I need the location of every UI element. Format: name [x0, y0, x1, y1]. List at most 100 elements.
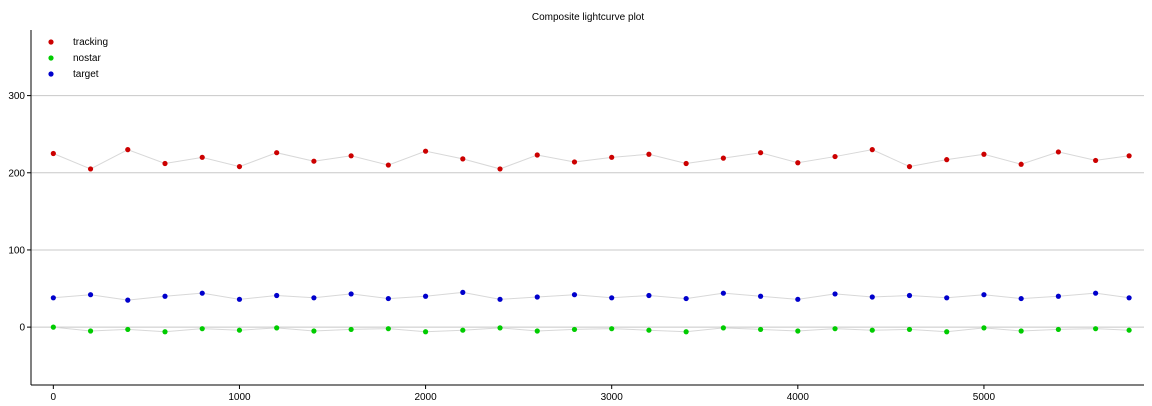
point-nostar-19	[757, 326, 764, 333]
series-line-target	[53, 291, 1130, 301]
point-nostar-23	[906, 326, 913, 333]
point-tracking-12	[497, 166, 503, 172]
data-series	[50, 147, 1132, 335]
point-target-11	[460, 289, 466, 295]
chart-title: Composite lightcurve plot	[532, 12, 644, 23]
y-tick-label: 300	[8, 91, 25, 102]
point-tracking-23	[906, 163, 913, 170]
point-nostar-16	[646, 327, 652, 333]
y-tick-label: 100	[8, 245, 25, 256]
point-tracking-11	[460, 156, 466, 162]
y-tick-label: 0	[19, 323, 25, 334]
x-tick-label: 1000	[228, 392, 251, 403]
axes	[30, 30, 1144, 386]
series-tracking	[50, 147, 1132, 172]
point-tracking-29	[1126, 153, 1132, 159]
point-nostar-24	[944, 329, 950, 335]
point-target-2	[125, 297, 131, 303]
legend-marker-tracking	[48, 39, 54, 45]
point-target-4	[199, 290, 205, 296]
point-tracking-5	[236, 163, 243, 170]
point-nostar-20	[795, 328, 801, 334]
point-tracking-25	[981, 151, 987, 157]
point-tracking-0	[50, 150, 56, 157]
point-nostar-2	[125, 326, 131, 333]
point-target-0	[50, 295, 56, 301]
point-nostar-14	[571, 326, 578, 333]
point-target-6	[274, 292, 280, 299]
point-target-21	[832, 291, 838, 297]
point-tracking-8	[348, 153, 354, 159]
point-nostar-18	[720, 325, 726, 331]
point-tracking-18	[720, 155, 726, 161]
point-target-5	[236, 296, 243, 302]
point-target-25	[981, 292, 987, 298]
point-tracking-16	[646, 151, 652, 157]
point-tracking-7	[311, 158, 317, 164]
legend: tracking nostar target	[48, 37, 108, 80]
point-nostar-25	[981, 325, 987, 331]
point-nostar-11	[460, 327, 466, 333]
point-nostar-4	[199, 326, 205, 332]
point-tracking-17	[683, 160, 689, 167]
point-tracking-22	[869, 147, 875, 153]
point-nostar-6	[274, 325, 280, 331]
series-line-tracking	[53, 149, 1130, 170]
point-nostar-1	[87, 328, 94, 334]
legend-label-target: target	[73, 69, 99, 80]
point-nostar-10	[422, 329, 429, 335]
x-tick-label: 2000	[414, 392, 437, 403]
point-nostar-15	[609, 326, 615, 332]
x-tick-label: 5000	[973, 392, 996, 403]
point-nostar-12	[497, 325, 503, 331]
x-tick-label: 0	[51, 392, 57, 403]
point-target-18	[720, 290, 726, 296]
point-target-27	[1055, 293, 1061, 299]
point-tracking-24	[944, 157, 950, 163]
point-target-28	[1093, 290, 1099, 296]
point-nostar-7	[311, 328, 317, 334]
point-tracking-20	[795, 160, 801, 166]
x-tick-label: 4000	[787, 392, 810, 403]
point-tracking-14	[571, 159, 578, 165]
point-nostar-29	[1126, 327, 1132, 333]
point-tracking-9	[385, 162, 391, 168]
point-nostar-9	[385, 326, 391, 332]
point-target-29	[1126, 295, 1132, 301]
point-target-14	[571, 292, 578, 298]
y-tick-label: 200	[8, 168, 25, 179]
point-tracking-26	[1018, 161, 1024, 167]
point-nostar-22	[869, 327, 875, 333]
point-nostar-17	[683, 329, 689, 335]
legend-marker-target	[48, 71, 54, 77]
point-target-1	[87, 292, 94, 298]
point-target-19	[757, 293, 764, 299]
point-target-26	[1018, 295, 1024, 302]
point-target-13	[534, 294, 540, 300]
point-target-9	[385, 295, 391, 302]
point-tracking-10	[422, 148, 429, 154]
point-target-16	[646, 292, 652, 299]
point-nostar-3	[162, 329, 168, 335]
point-nostar-8	[348, 326, 354, 333]
point-target-3	[162, 293, 168, 299]
point-tracking-21	[832, 153, 838, 160]
legend-marker-nostar	[48, 55, 54, 61]
x-tick-label: 3000	[601, 392, 624, 403]
point-tracking-15	[609, 154, 615, 160]
series-line-nostar	[53, 326, 1130, 333]
series-target	[50, 289, 1132, 303]
point-tracking-19	[757, 150, 764, 156]
point-tracking-1	[87, 166, 94, 172]
point-nostar-5	[236, 327, 243, 333]
point-tracking-4	[199, 154, 205, 160]
point-target-22	[869, 294, 875, 300]
point-tracking-13	[534, 152, 540, 158]
point-nostar-26	[1018, 328, 1024, 334]
point-target-10	[422, 293, 429, 299]
point-nostar-0	[50, 324, 56, 330]
point-tracking-3	[162, 160, 168, 167]
point-tracking-27	[1055, 149, 1061, 155]
